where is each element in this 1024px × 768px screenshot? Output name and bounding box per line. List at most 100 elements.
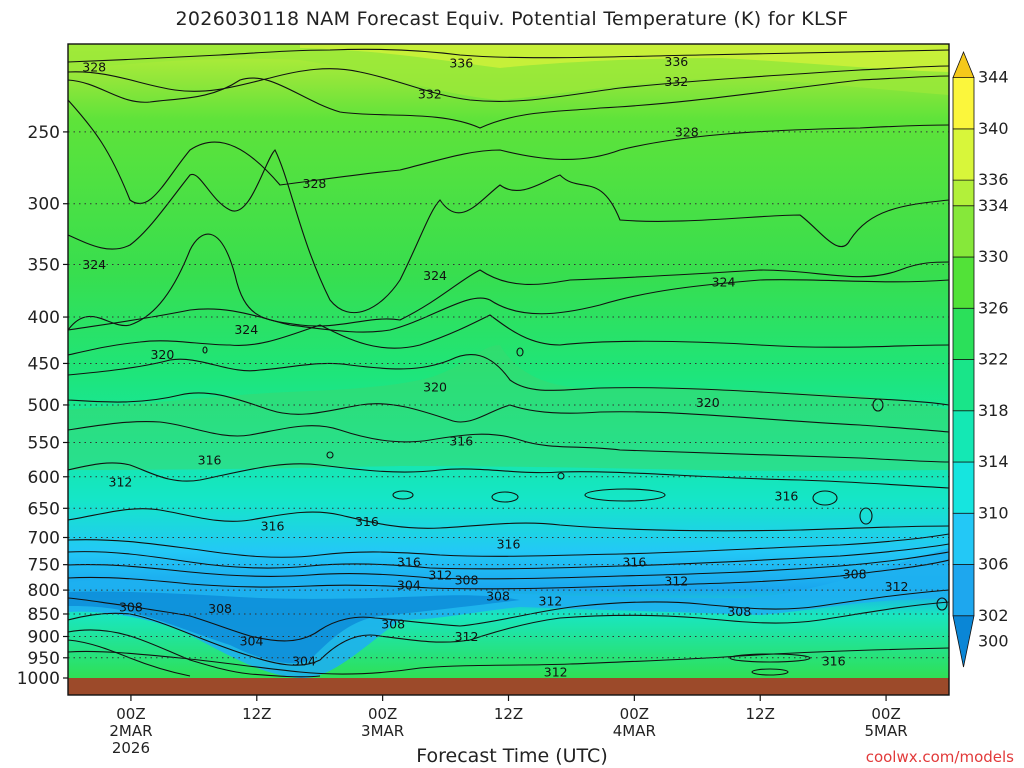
contour-label: 328 — [675, 124, 699, 139]
contour-label: 312 — [885, 579, 909, 594]
y-tick-label: 400 — [28, 308, 60, 328]
contour-label: 316 — [449, 434, 473, 449]
contour-label: 320 — [423, 380, 447, 395]
contour-label: 304 — [240, 633, 264, 648]
y-tick-label: 750 — [28, 556, 60, 576]
y-tick-label: 900 — [28, 627, 60, 647]
colorbar-band — [952, 410, 975, 463]
ground-surface — [68, 678, 949, 695]
contour-label: 312 — [455, 629, 479, 644]
colorbar-label: 318 — [978, 401, 1009, 420]
colorbar-band — [952, 179, 975, 207]
y-tick-label: 800 — [28, 581, 60, 601]
contour-label: 328 — [303, 176, 327, 191]
colorbar: 300 302 306 310 314 318 322 326 330 334 336 340 344 — [952, 50, 1009, 668]
contour-label: 332 — [664, 74, 688, 89]
contour-label: 308 — [381, 617, 405, 632]
contour-label: 320 — [150, 347, 174, 362]
y-tick-label: 300 — [28, 195, 60, 215]
x-tick-label: 12Z — [494, 705, 523, 723]
contour-label: 316 — [775, 488, 799, 503]
colorbar-band — [952, 564, 975, 617]
mid-trough — [68, 345, 949, 471]
warm-top-band — [300, 44, 949, 72]
contour-label: 308 — [119, 599, 143, 614]
colorbar-label: 336 — [978, 170, 1009, 189]
contour-label: 308 — [208, 601, 232, 616]
y-tick-label: 450 — [28, 354, 60, 374]
x-axis-title: Forecast Time (UTC) — [416, 745, 608, 767]
colorbar-label: 344 — [978, 68, 1009, 87]
x-tick-label: 2026 — [112, 739, 150, 757]
contour-label: 316 — [261, 519, 285, 534]
chart-title: 2026030118 NAM Forecast Equiv. Potential… — [175, 8, 849, 30]
contour-label: 304 — [292, 654, 316, 669]
source-credit: coolwx.com/models — [865, 748, 1014, 766]
contour-label: 316 — [397, 555, 421, 570]
colorbar-label: 314 — [978, 452, 1009, 471]
colorbar-label: 302 — [978, 606, 1009, 625]
contour-label: 320 — [696, 395, 720, 410]
y-tick-label: 550 — [28, 433, 60, 453]
colorbar-label: 330 — [978, 247, 1009, 266]
contour-label: 324 — [423, 268, 447, 283]
x-tick-label: 00Z — [871, 705, 900, 723]
contour-label: 308 — [455, 573, 479, 588]
contour-label: 316 — [497, 537, 521, 552]
colorbar-label: 334 — [978, 196, 1009, 215]
contour-labels: 328 336 336 332 332 328 328 324 324 324 324 320 320 3… — [82, 54, 908, 680]
y-tick-label: 250 — [28, 123, 60, 143]
contour-label: 324 — [82, 257, 106, 272]
x-tick-label: 2MAR — [109, 722, 152, 740]
x-tick-label: 12Z — [746, 705, 775, 723]
contour-label: 312 — [428, 568, 452, 583]
contour-label: 336 — [664, 54, 688, 69]
contour-label: 328 — [82, 59, 106, 74]
y-tick-label: 700 — [28, 528, 60, 548]
x-tick-label: 12Z — [242, 705, 271, 723]
contour-label: 308 — [486, 588, 510, 603]
contour-label: 336 — [449, 56, 473, 71]
contour-label: 324 — [712, 275, 736, 290]
contour-label: 308 — [843, 567, 867, 582]
pressure-gridlines — [68, 131, 949, 659]
contour-lines — [68, 48, 949, 678]
contour-label: 324 — [234, 322, 258, 337]
x-tick-label: 00Z — [368, 705, 397, 723]
contour-label: 304 — [397, 578, 421, 593]
colorbar-band — [952, 77, 975, 130]
contour-label: 332 — [418, 86, 442, 101]
x-tick-label: 3MAR — [361, 722, 404, 740]
colorbar-band — [952, 615, 975, 668]
x-tick-label: 00Z — [620, 705, 649, 723]
theta-e-field — [68, 44, 949, 678]
y-tick-label: 650 — [28, 499, 60, 519]
colorbar-band — [952, 205, 975, 258]
y-tick-label: 850 — [28, 605, 60, 625]
y-tick-label: 950 — [28, 649, 60, 669]
y-tick-label: 350 — [28, 255, 60, 275]
colorbar-band — [952, 50, 975, 79]
colorbar-label: 300 — [978, 631, 1009, 650]
contour-label: 312 — [544, 665, 568, 680]
colorbar-label: 306 — [978, 555, 1009, 574]
y-tick-label: 600 — [28, 468, 60, 488]
colorbar-label: 322 — [978, 350, 1009, 369]
contour-label: 312 — [539, 593, 563, 608]
cold-layer-inner — [68, 591, 520, 664]
contour-label: 316 — [822, 654, 846, 669]
x-tick-label: 4MAR — [613, 722, 656, 740]
colorbar-band — [952, 128, 975, 181]
contour-label: 316 — [198, 453, 222, 468]
x-tick-label: 5MAR — [864, 722, 907, 740]
y-tick-label: 500 — [28, 396, 60, 416]
colorbar-band — [952, 359, 975, 412]
colorbar-label: 310 — [978, 503, 1009, 522]
contour-label: 312 — [109, 474, 133, 489]
colorbar-band — [952, 256, 975, 309]
colorbar-band — [952, 512, 975, 565]
contour-label: 316 — [355, 514, 379, 529]
y-axis: 2503003504004505005506006507007508008509… — [17, 123, 68, 689]
